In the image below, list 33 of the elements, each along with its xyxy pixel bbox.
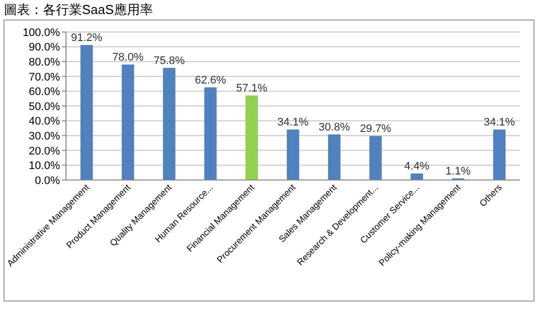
data-label: 34.1% (484, 116, 516, 129)
data-label: 91.2% (71, 32, 102, 44)
bar (369, 136, 382, 180)
data-label: 57.1% (236, 82, 268, 94)
data-label: 30.8% (318, 121, 350, 134)
data-label: 29.7% (360, 123, 392, 136)
bar (410, 173, 424, 180)
y-tick-label: 100.0% (22, 26, 60, 39)
y-tick-label: 20.0% (28, 145, 60, 158)
y-tick-label: 10.0% (28, 160, 60, 172)
data-label: 78.0% (112, 52, 144, 64)
chart-title: 圖表：各行業SaaS應用率 (4, 2, 153, 17)
y-tick-label: 90.0% (28, 42, 60, 54)
y-tick-label: 80.0% (28, 56, 60, 68)
y-tick-label: 60.0% (28, 86, 60, 98)
y-tick-label: 50.0% (28, 100, 60, 113)
bar (286, 130, 300, 180)
data-label: 4.4% (404, 160, 430, 172)
bar (328, 134, 340, 180)
bar (493, 130, 506, 180)
data-label: 1.1% (446, 165, 471, 178)
bar (204, 87, 217, 180)
y-tick-label: 30.0% (28, 130, 60, 142)
y-tick-label: 70.0% (28, 71, 60, 84)
bar (122, 64, 134, 180)
bar (80, 45, 93, 180)
y-tick-label: 40.0% (28, 116, 60, 128)
data-label: 34.1% (277, 116, 309, 129)
data-label: 75.8% (154, 54, 185, 67)
bar (246, 95, 258, 180)
y-tick-label: 0.0% (34, 174, 60, 187)
data-label: 62.6% (194, 74, 226, 86)
bar (162, 68, 176, 180)
